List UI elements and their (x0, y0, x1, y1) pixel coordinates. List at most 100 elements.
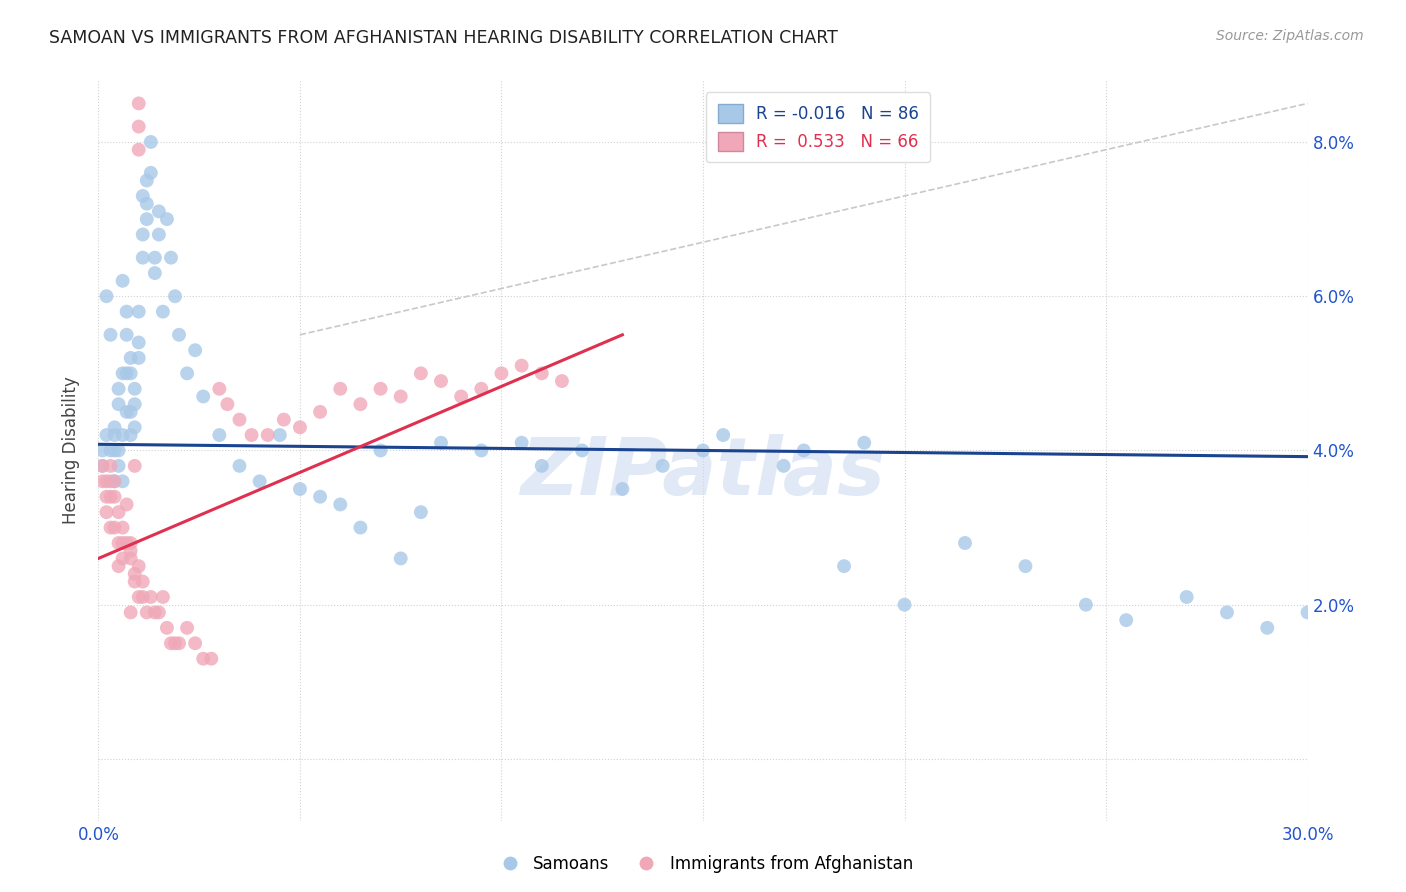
Point (132, 251, 155, 265)
Point (551, 374, 574, 388)
Text: Source: ZipAtlas.com: Source: ZipAtlas.com (1216, 29, 1364, 44)
Point (103, 443, 125, 458)
Point (135, 606, 157, 620)
Point (120, 606, 142, 620)
Point (115, 367, 138, 381)
Point (389, 551, 412, 566)
Point (128, 96, 150, 111)
Point (309, 405, 332, 419)
Point (120, 428, 142, 442)
Point (167, 636, 190, 650)
Point (208, 382, 231, 396)
Point (103, 475, 125, 489)
Point (107, 559, 129, 574)
Point (120, 551, 142, 566)
Point (273, 412, 295, 426)
Point (143, 606, 166, 620)
Point (832, 559, 855, 574)
Point (103, 490, 125, 504)
Point (100, 458, 122, 473)
Point (124, 574, 146, 589)
Point (100, 327, 122, 342)
Legend: R = -0.016   N = 86, R =  0.533   N = 66: R = -0.016 N = 86, R = 0.533 N = 66 (706, 92, 931, 162)
Point (120, 405, 142, 419)
Point (1296, 606, 1319, 620)
Point (409, 367, 432, 381)
Point (256, 428, 278, 442)
Text: ZIPatlas: ZIPatlas (520, 434, 886, 512)
Point (893, 598, 915, 612)
Point (128, 351, 150, 365)
Point (128, 590, 150, 604)
Point (184, 636, 207, 650)
Point (217, 397, 239, 411)
Point (288, 482, 311, 496)
Point (240, 428, 263, 442)
Point (143, 266, 166, 280)
Point (228, 412, 250, 426)
Point (139, 166, 162, 180)
Point (163, 289, 186, 303)
Point (100, 520, 122, 534)
Point (176, 367, 198, 381)
Point (124, 382, 146, 396)
Point (115, 327, 138, 342)
Point (139, 590, 162, 604)
Point (135, 196, 157, 211)
Point (1014, 559, 1036, 574)
Point (111, 367, 134, 381)
Point (148, 204, 170, 219)
Point (91, 458, 114, 473)
Point (510, 435, 533, 450)
Point (103, 475, 125, 489)
Point (1175, 590, 1198, 604)
Point (115, 304, 138, 318)
Point (111, 475, 134, 489)
Point (132, 574, 155, 589)
Point (107, 443, 129, 458)
Point (115, 536, 138, 550)
Point (450, 389, 472, 403)
Point (389, 389, 412, 403)
Point (96, 428, 118, 442)
Point (228, 458, 250, 473)
Point (176, 621, 198, 635)
Point (692, 443, 714, 458)
Point (430, 435, 453, 450)
Point (430, 374, 453, 388)
Point (1216, 606, 1239, 620)
Point (91, 475, 114, 489)
Point (143, 251, 166, 265)
Point (103, 428, 125, 442)
Point (120, 536, 142, 550)
Point (470, 382, 492, 396)
Point (100, 475, 122, 489)
Point (111, 428, 134, 442)
Point (124, 397, 146, 411)
Point (128, 120, 150, 134)
Point (193, 389, 215, 403)
Point (91, 443, 114, 458)
Point (269, 428, 291, 442)
Point (1256, 621, 1278, 635)
Point (156, 212, 179, 227)
Point (156, 621, 179, 635)
Point (96, 505, 118, 519)
Point (370, 443, 392, 458)
Point (152, 304, 174, 318)
Point (510, 359, 533, 373)
Point (571, 443, 593, 458)
Point (111, 536, 134, 550)
Point (772, 458, 794, 473)
Point (128, 335, 150, 350)
Point (953, 536, 976, 550)
Point (711, 428, 734, 442)
Point (103, 520, 125, 534)
Point (120, 543, 142, 558)
Point (107, 397, 129, 411)
Point (128, 559, 150, 574)
Point (128, 143, 150, 157)
Point (120, 367, 142, 381)
Point (132, 189, 155, 203)
Point (370, 382, 392, 396)
